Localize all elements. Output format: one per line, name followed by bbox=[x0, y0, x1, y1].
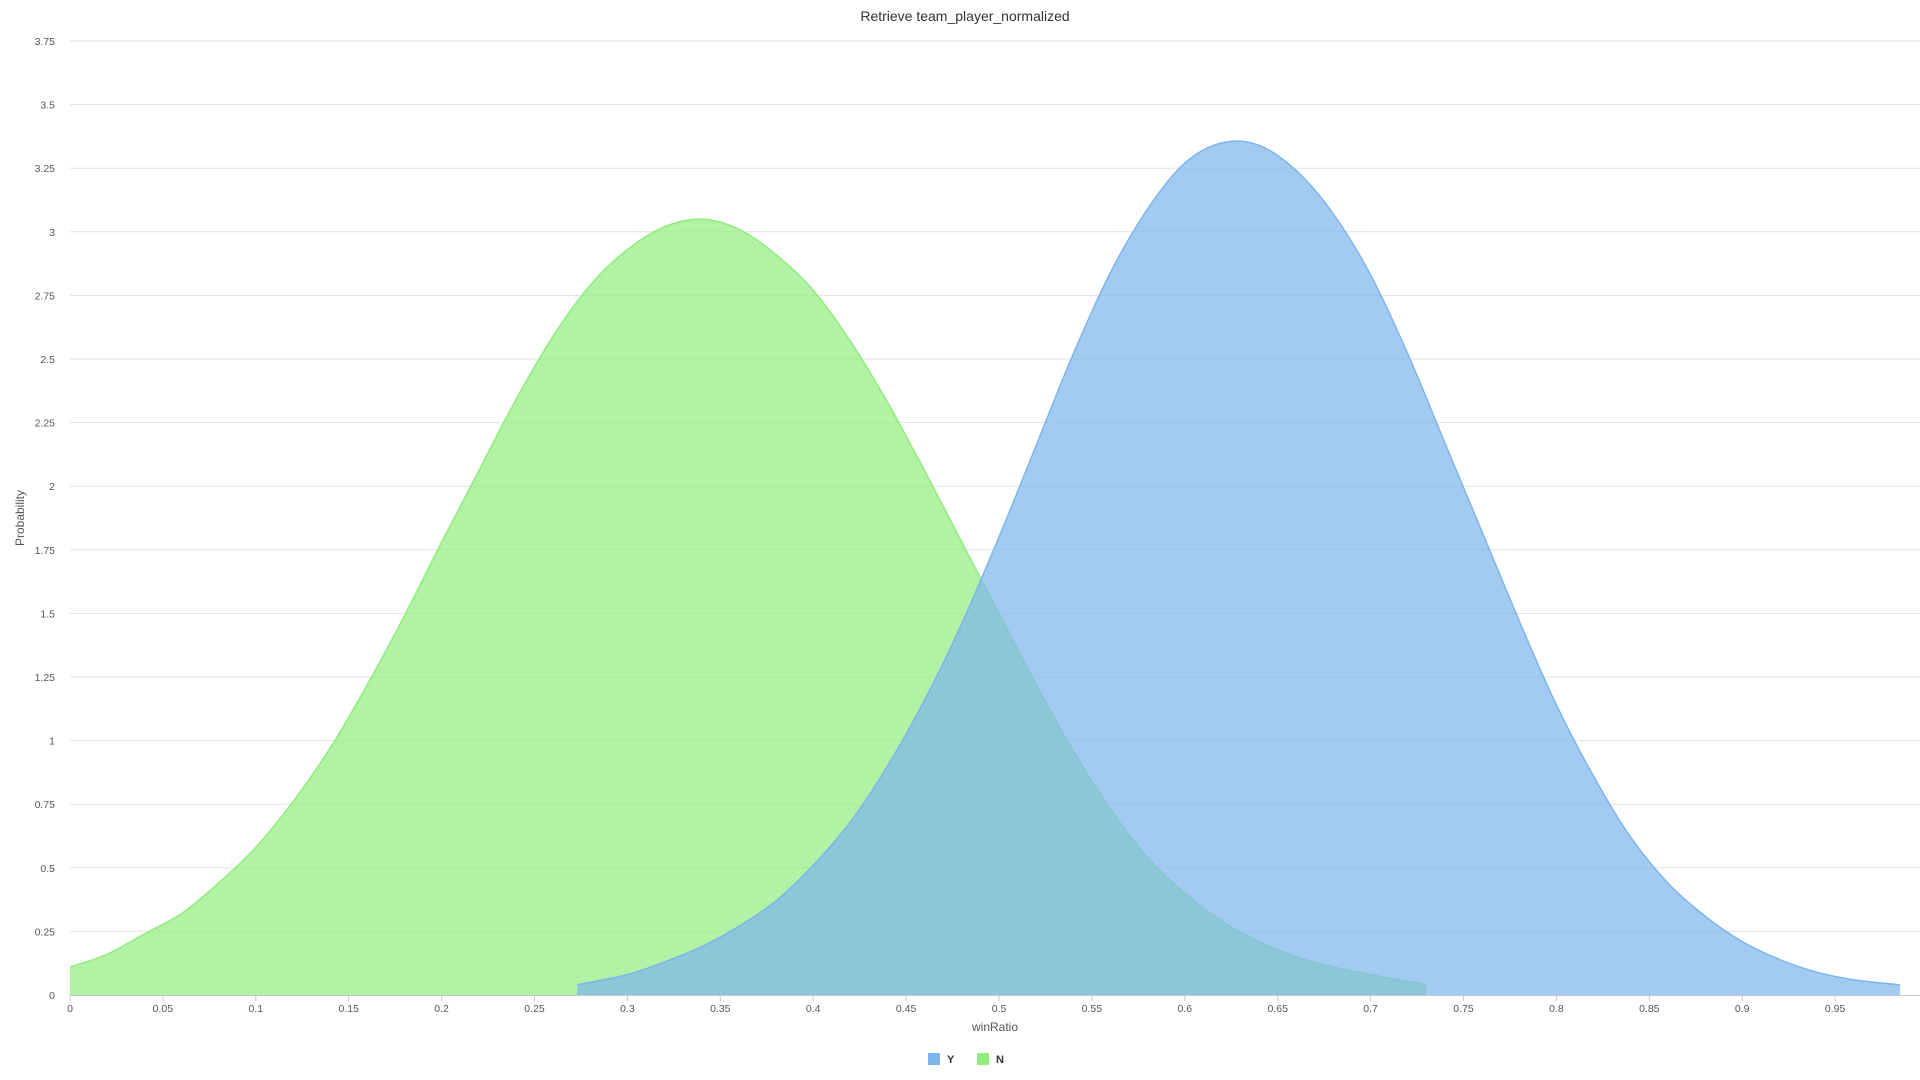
line-series-y bbox=[577, 140, 1901, 986]
x-tick-label: 0.4 bbox=[806, 1003, 821, 1015]
x-tick-label: 0.45 bbox=[896, 1003, 917, 1015]
x-tick-label: 0.7 bbox=[1363, 1003, 1378, 1015]
x-tick-label: 0.55 bbox=[1082, 1003, 1103, 1015]
legend-swatch bbox=[977, 1053, 989, 1065]
x-tick-label: 0.05 bbox=[153, 1003, 174, 1015]
x-axis-ticks: 0 0.05 0.1 0.15 0.2 0.25 0.3 0.35 0.4 0.45 0.5 0.55… bbox=[67, 995, 1845, 1015]
y-tick-label: 1.75 bbox=[35, 545, 56, 557]
chart-title: Retrieve team_player_normalized bbox=[860, 8, 1069, 24]
x-tick-label: 0.3 bbox=[620, 1003, 635, 1015]
y-tick-label: 0.5 bbox=[40, 863, 55, 875]
y-axis-ticks: 0 0.25 0.5 0.75 1 1.25 1.5 1.75 2 2.25 2.5 2.75 3 3.2… bbox=[35, 36, 56, 1002]
x-tick-label: 0.1 bbox=[248, 1003, 263, 1015]
legend-item-y[interactable]: Y bbox=[928, 1053, 955, 1066]
y-tick-label: 2 bbox=[49, 481, 55, 493]
x-tick-label: 0.25 bbox=[524, 1003, 545, 1015]
y-tick-label: 0 bbox=[49, 990, 55, 1002]
y-tick-label: 1 bbox=[49, 736, 55, 748]
y-tick-label: 0.25 bbox=[35, 926, 56, 938]
x-tick-label: 0.75 bbox=[1453, 1003, 1474, 1015]
y-axis-label: Probability bbox=[13, 490, 27, 546]
y-tick-label: 0.75 bbox=[35, 799, 56, 811]
x-tick-label: 0.85 bbox=[1639, 1003, 1660, 1015]
y-tick-label: 2.75 bbox=[35, 290, 56, 302]
y-tick-label: 2.25 bbox=[35, 418, 56, 430]
x-tick-label: 0.6 bbox=[1177, 1003, 1192, 1015]
y-tick-label: 3 bbox=[49, 227, 55, 239]
x-tick-label: 0.35 bbox=[710, 1003, 731, 1015]
x-tick-label: 0.15 bbox=[338, 1003, 359, 1015]
legend-swatch bbox=[928, 1053, 940, 1065]
x-tick-label: 0.8 bbox=[1549, 1003, 1564, 1015]
y-tick-label: 2.5 bbox=[40, 354, 55, 366]
x-tick-label: 0.5 bbox=[992, 1003, 1007, 1015]
x-tick-label: 0.65 bbox=[1267, 1003, 1288, 1015]
series-areas bbox=[69, 140, 1901, 996]
x-axis-label: winRatio bbox=[971, 1020, 1018, 1034]
x-tick-label: 0.9 bbox=[1735, 1003, 1750, 1015]
y-tick-label: 1.25 bbox=[35, 672, 56, 684]
y-tick-label: 3.75 bbox=[35, 36, 56, 48]
y-tick-label: 3.25 bbox=[35, 163, 56, 175]
y-tick-label: 3.5 bbox=[40, 100, 55, 112]
x-tick-label: 0 bbox=[67, 1003, 73, 1015]
legend-label: Y bbox=[947, 1054, 955, 1066]
legend-item-n[interactable]: N bbox=[977, 1053, 1004, 1066]
x-tick-label: 0.2 bbox=[434, 1003, 449, 1015]
legend-label: N bbox=[996, 1054, 1004, 1066]
y-tick-label: 1.5 bbox=[40, 608, 55, 620]
area-series-y bbox=[577, 141, 1901, 995]
x-tick-label: 0.95 bbox=[1825, 1003, 1846, 1015]
